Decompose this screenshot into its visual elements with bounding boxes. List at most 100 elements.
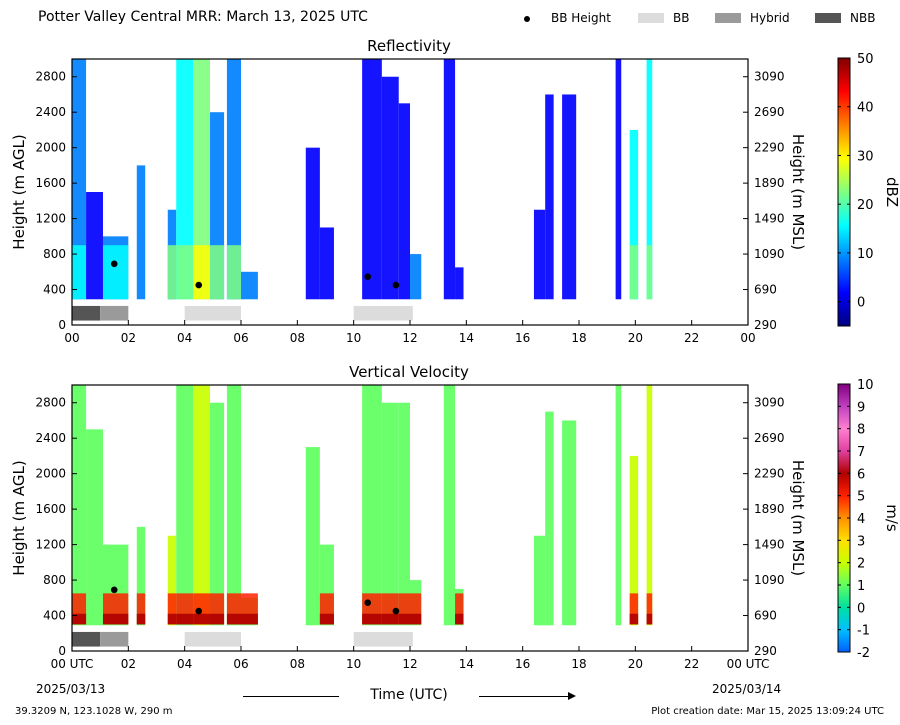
- echo-column: [443, 385, 456, 626]
- near-surface-core: [102, 613, 129, 625]
- y2-tick-label: 290: [754, 318, 777, 332]
- near-surface-core: [629, 613, 639, 625]
- echo-column: [562, 420, 577, 626]
- y-axis-label: Height (m AGL): [10, 134, 28, 249]
- echo-column: [545, 94, 554, 300]
- legend-label: BB Height: [551, 11, 611, 25]
- colorbar-tick-label: 6: [857, 467, 865, 482]
- y2-tick-label: 3090: [754, 396, 785, 410]
- bb-height-dot: [364, 273, 372, 280]
- near-surface-layer: [167, 593, 177, 625]
- y-tick-label: 2000: [35, 467, 66, 481]
- x-tick-label: 02: [121, 331, 136, 345]
- y-tick-label: 0: [58, 644, 66, 658]
- x-tick-label: 06: [233, 331, 248, 345]
- x-tick-label: 16: [515, 657, 530, 671]
- echo-column: [410, 254, 422, 300]
- echo-core: [176, 245, 194, 300]
- panel-title: Reflectivity: [367, 37, 451, 55]
- bb-height-dot: [392, 607, 400, 615]
- x-tick-label: 12: [402, 331, 417, 345]
- colorbar-tick-label: -1: [857, 624, 870, 639]
- near-surface-core: [167, 613, 177, 625]
- echo-column: [533, 535, 546, 626]
- colorbar-tick-label: 20: [857, 198, 874, 213]
- echo-column: [305, 447, 320, 626]
- colorbar-label: m/s: [883, 504, 900, 532]
- bb-segment: [72, 631, 101, 647]
- y-tick-label: 2000: [35, 141, 66, 155]
- echo-column: [72, 385, 87, 626]
- y-tick-label: 2800: [35, 70, 66, 84]
- x-tick-label: 00 UTC: [727, 657, 770, 671]
- echo-core: [646, 245, 653, 300]
- y-tick-label: 0: [58, 318, 66, 332]
- x-tick-label: 08: [290, 331, 305, 345]
- panel-title: Vertical Velocity: [349, 363, 469, 381]
- x-tick-label: 20: [628, 657, 643, 671]
- near-surface-layer: [646, 593, 653, 625]
- echo-column: [176, 385, 194, 626]
- x-tick-label: 20: [628, 331, 643, 345]
- y-tick-label: 1200: [35, 212, 66, 226]
- near-surface-core: [398, 613, 410, 625]
- colorbar-tick-label: 10: [857, 378, 874, 393]
- echo-column: [210, 402, 225, 626]
- colorbar-tick-label: 0: [857, 296, 865, 311]
- x-tick-label: 18: [571, 331, 586, 345]
- bb-legend: BB Height BB Hybrid NBB: [518, 10, 898, 28]
- vertical-velocity-panel: Vertical Velocity04008001200160020002400…: [10, 363, 900, 671]
- near-surface-core: [455, 613, 464, 625]
- bb-segment: [100, 631, 129, 647]
- x-tick-label: 16: [515, 331, 530, 345]
- y-tick-label: 2400: [35, 431, 66, 445]
- echo-column: [533, 209, 546, 300]
- bb-height-dot: [195, 607, 203, 615]
- near-surface-core: [210, 613, 225, 625]
- echo-column: [72, 59, 87, 300]
- colorbar-tick-label: 0: [857, 601, 865, 616]
- bb-height-dot: [195, 281, 203, 289]
- echo-column: [167, 535, 177, 626]
- near-surface-layer: [398, 593, 410, 625]
- echo-column: [615, 59, 622, 300]
- page-title: Potter Valley Central MRR: March 13, 202…: [38, 9, 368, 25]
- near-surface-layer: [136, 593, 146, 625]
- colorbar-tick-label: 5: [857, 490, 865, 505]
- near-surface-core: [381, 613, 399, 625]
- time-arrow-left-line: [243, 696, 339, 697]
- bb-height-dot: [110, 586, 118, 594]
- y2-tick-label: 690: [754, 609, 777, 623]
- y2-tick-label: 290: [754, 644, 777, 658]
- y-tick-label: 400: [43, 609, 66, 623]
- near-surface-core: [410, 613, 422, 625]
- bb-height-dot: [364, 599, 372, 606]
- legend-swatch: [715, 13, 741, 23]
- echo-core: [210, 245, 225, 300]
- bb-segment: [353, 631, 413, 647]
- echo-column: [305, 147, 320, 300]
- y2-tick-label: 2290: [754, 141, 785, 155]
- x-tick-label: 04: [177, 657, 192, 671]
- y2-tick-label: 2290: [754, 467, 785, 481]
- colorbar-tick-label: 40: [857, 101, 874, 116]
- echo-column: [398, 103, 410, 300]
- echo-column: [629, 129, 639, 300]
- near-surface-layer: [629, 593, 639, 625]
- near-surface-core: [362, 613, 382, 625]
- colorbar-tick-label: 7: [857, 445, 865, 460]
- x-tick-label: 14: [459, 331, 474, 345]
- y2-tick-label: 1090: [754, 573, 785, 587]
- colorbar: [837, 57, 851, 327]
- echo-column: [136, 165, 146, 300]
- y-tick-label: 2400: [35, 105, 66, 119]
- near-surface-core: [193, 613, 211, 625]
- y-tick-label: 2800: [35, 396, 66, 410]
- x-tick-label: 14: [459, 657, 474, 671]
- bb-height-dot: [392, 281, 400, 289]
- near-surface-core: [136, 613, 146, 625]
- x-tick-label: 22: [684, 657, 699, 671]
- near-surface-core: [226, 613, 241, 625]
- y2-tick-label: 3090: [754, 70, 785, 84]
- near-surface-core: [241, 613, 258, 625]
